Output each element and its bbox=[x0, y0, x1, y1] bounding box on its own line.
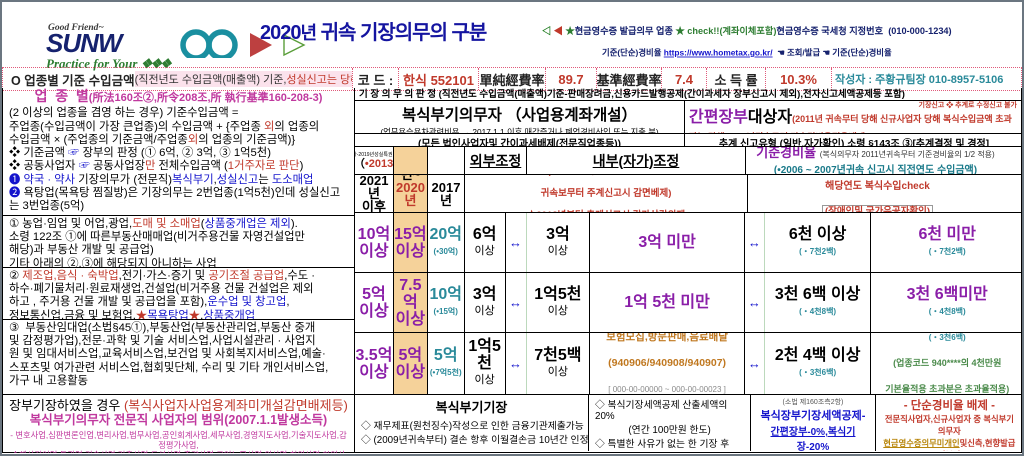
svg-text:SUNW: SUNW bbox=[46, 28, 125, 58]
